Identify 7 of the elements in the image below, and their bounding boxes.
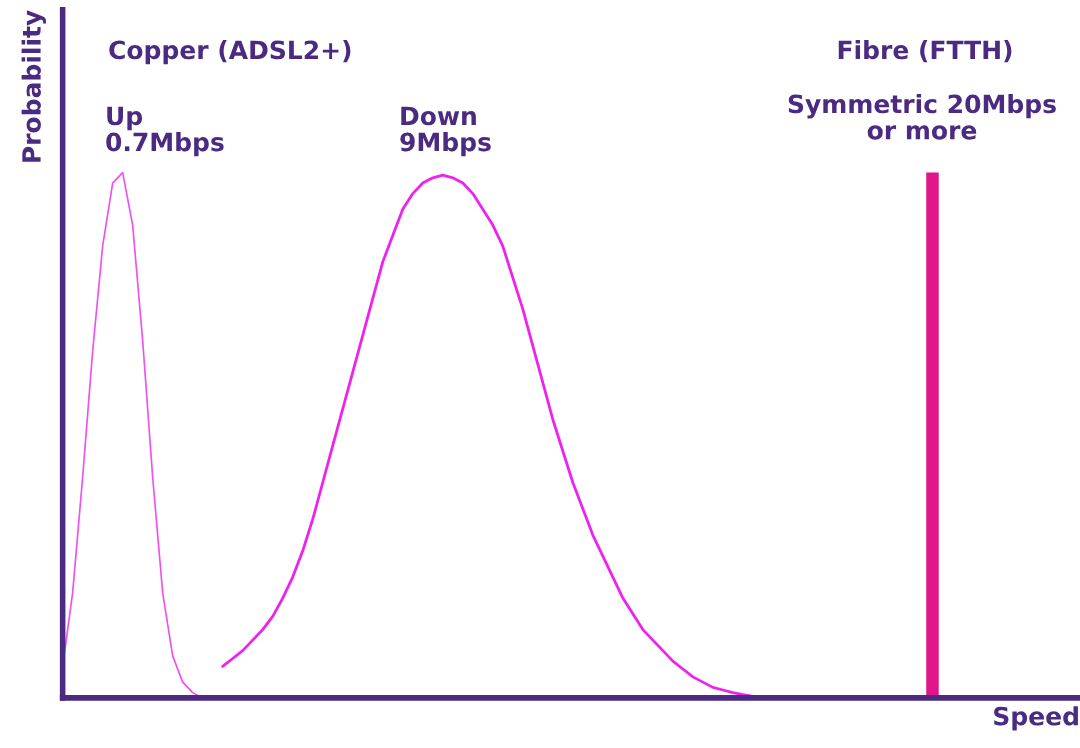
text: Fibre (FTTH) (838, 40, 1012, 63)
y-axis-title: Probability (21, 10, 46, 162)
text: Down 9Mbps (400, 106, 491, 157)
text: Up 0.7Mbps (106, 106, 224, 157)
text: Symmetric 20Mbps or more (788, 94, 1056, 140)
x-axis-title: Speed (994, 706, 1078, 731)
text: Copper (ADSL2+) (109, 40, 351, 65)
